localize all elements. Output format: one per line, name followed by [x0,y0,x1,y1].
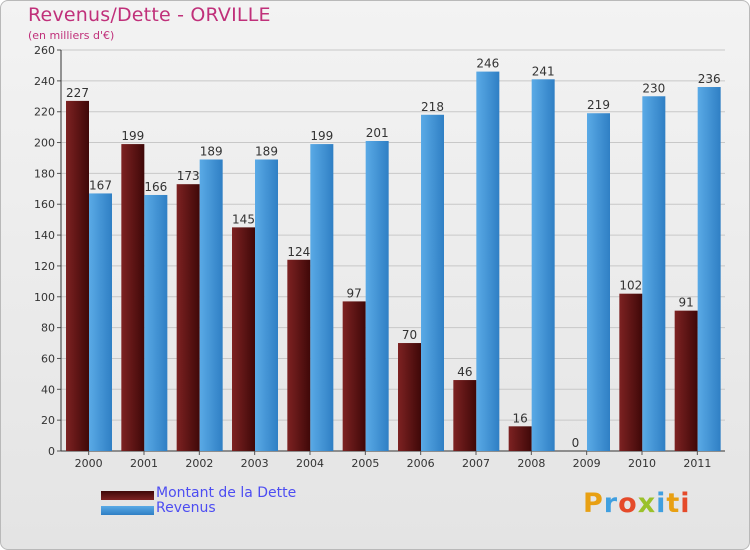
bar-debt-2005 [342,301,366,451]
y-tick-label: 180 [34,167,55,180]
bar-revenue-2010 [642,96,666,452]
bar-revenue-2011 [697,87,721,451]
y-tick-label: 120 [34,260,55,273]
x-tick-label-2005: 2005 [351,457,379,470]
data-labels: 2271671991661731891451891241999720170218… [66,57,721,450]
grid-lines [61,49,725,452]
logo-letter: i [680,488,691,519]
x-tick-label-2003: 2003 [241,457,269,470]
y-tick-label: 160 [34,198,55,211]
bar-revenue-2000 [89,193,112,451]
x-tick-label-2008: 2008 [517,457,545,470]
bar-debt-2006 [398,343,421,451]
x-tick-label-2011: 2011 [683,457,711,470]
axes: 0204060801001201401601802002202402602000… [34,44,725,470]
bar-revenue-2001 [144,194,168,451]
x-tick-label-2010: 2010 [628,457,656,470]
logo-letter: x [637,488,657,519]
y-tick-label: 20 [41,414,55,427]
bar-debt-2011 [674,310,698,451]
bar-debt-2003 [232,227,255,451]
logo-letter: r [603,488,619,519]
bar-debt-2002 [176,184,200,451]
chart-title: Revenus/Dette - ORVILLE [28,4,271,26]
y-tick-label: 60 [41,352,55,365]
legend-swatch-revenue [101,506,154,515]
bar-debt-2008 [508,426,532,451]
y-tick-label: 260 [34,44,55,57]
y-tick-label: 220 [34,106,55,119]
data-label-debt-2005: 97 [347,286,362,300]
x-tick-label-2004: 2004 [296,457,324,470]
data-label-revenue-2002: 189 [200,145,223,159]
bar-debt-2004 [287,259,311,451]
data-label-revenue-2008: 241 [532,64,555,78]
data-label-debt-2001: 199 [121,129,144,143]
x-tick-label-2002: 2002 [185,457,213,470]
y-tick-label: 100 [34,291,55,304]
bars [66,71,721,452]
y-tick-label: 40 [41,383,55,396]
bar-debt-2001 [121,144,145,452]
bar-revenue-2006 [421,114,444,452]
bar-revenue-2008 [531,79,555,452]
y-tick-label: 0 [48,445,55,458]
data-label-debt-2008: 16 [513,411,528,425]
chart-subtitle: (en milliers d'€) [28,29,115,42]
y-tick-label: 240 [34,75,55,88]
x-tick-label-2006: 2006 [407,457,435,470]
data-label-debt-2000: 227 [66,86,89,100]
logo-letter: i [656,488,667,519]
x-tick-label-2009: 2009 [573,457,601,470]
legend-label-debt: Montant de la Dette [156,485,297,501]
data-label-revenue-2003: 189 [255,145,278,159]
data-label-debt-2011: 91 [679,296,694,310]
proxiti-logo: Proxiti [583,488,691,519]
bar-revenue-2002 [199,159,223,451]
bar-revenue-2009 [587,113,610,451]
data-label-revenue-2011: 236 [698,72,721,86]
data-label-debt-2009: 0 [572,436,580,450]
data-label-debt-2003: 145 [232,212,255,226]
data-label-revenue-2007: 246 [476,57,499,71]
data-label-revenue-2010: 230 [642,81,665,95]
bar-revenue-2003 [255,159,278,451]
logo-letter: t [666,488,681,519]
legend-label-revenue: Revenus [156,500,216,516]
bar-debt-2000 [66,100,89,452]
data-label-revenue-2005: 201 [366,126,389,140]
y-tick-label: 200 [34,137,55,150]
data-label-revenue-2004: 199 [310,129,333,143]
data-label-debt-2010: 102 [619,279,642,293]
data-label-debt-2004: 124 [287,245,310,259]
bar-revenue-2005 [365,140,389,451]
y-tick-label: 80 [41,322,55,335]
bar-debt-2007 [453,380,477,451]
bar-revenue-2007 [476,71,500,451]
data-label-revenue-2009: 219 [587,98,610,112]
legend-swatch-debt [101,491,154,500]
x-tick-label-2000: 2000 [75,457,103,470]
bar-debt-2010 [619,293,643,451]
x-tick-label-2007: 2007 [462,457,490,470]
bar-revenue-2004 [310,144,334,452]
y-tick-label: 140 [34,229,55,242]
data-label-revenue-2006: 218 [421,100,444,114]
data-label-debt-2007: 46 [457,365,472,379]
x-tick-label-2001: 2001 [130,457,158,470]
data-label-revenue-2000: 167 [89,178,112,192]
data-label-revenue-2001: 166 [144,180,167,194]
data-label-debt-2006: 70 [402,328,417,342]
logo-letter: o [618,488,638,519]
data-label-debt-2002: 173 [177,169,200,183]
logo-letter: P [583,488,604,519]
